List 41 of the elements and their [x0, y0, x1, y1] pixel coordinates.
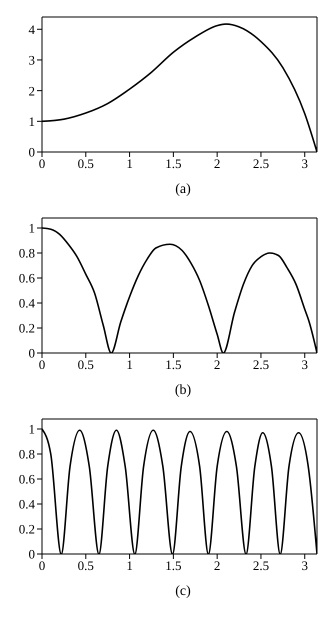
x-tick-label: 1.5 [165, 156, 182, 172]
y-tick-label: 0.4 [18, 296, 36, 311]
y-tick-label: 0.4 [18, 496, 36, 512]
text: (c) [174, 584, 192, 600]
x-tick-label: 0 [38, 156, 46, 172]
x-tick-label: 1 [126, 357, 133, 372]
y-tick-label: 1 [28, 220, 35, 236]
x-tick-label: 1.5 [165, 357, 182, 372]
x-tick-label: 2.5 [252, 558, 270, 574]
y-tick-label: 4 [28, 22, 36, 37]
y-tick-label: 1 [28, 114, 35, 129]
x-tick-label: 2 [214, 357, 220, 372]
x-tick-label: 2 [214, 558, 220, 574]
x-tick-label: 0 [38, 558, 46, 574]
x-tick-label: 0 [38, 357, 46, 372]
y-tick-label: 0.2 [18, 522, 35, 537]
x-tick-label: 1.5 [165, 558, 182, 574]
y-tick-label: 0.8 [18, 246, 35, 261]
x-tick-label: 1 [126, 558, 133, 574]
y-tick-label: 3 [28, 52, 35, 68]
x-tick-label: 0.5 [78, 156, 94, 172]
x-tick-label: 2.5 [252, 156, 270, 172]
y-tick-label: 0.2 [18, 320, 35, 336]
y-tick-label: 0 [28, 346, 35, 361]
text: (b) [174, 383, 192, 399]
x-tick-label: 0.5 [78, 357, 94, 372]
x-tick-label: 3 [301, 156, 308, 172]
y-tick-label: 1 [28, 422, 35, 437]
x-tick-label: 2.5 [252, 357, 270, 372]
y-tick-label: 0.6 [18, 472, 36, 487]
x-tick-label: 0.5 [78, 558, 94, 574]
x-tick-label: 3 [301, 357, 308, 372]
x-tick-label: 3 [301, 558, 308, 574]
y-tick-label: 0 [28, 546, 35, 562]
x-tick-label: 1 [126, 156, 133, 172]
y-tick-label: 0.8 [18, 446, 35, 462]
y-tick-label: 0.6 [18, 270, 36, 286]
y-tick-label: 0 [28, 144, 35, 160]
x-tick-label: 2 [214, 156, 220, 172]
text: (a) [174, 182, 192, 198]
y-tick-label: 2 [28, 83, 35, 98]
